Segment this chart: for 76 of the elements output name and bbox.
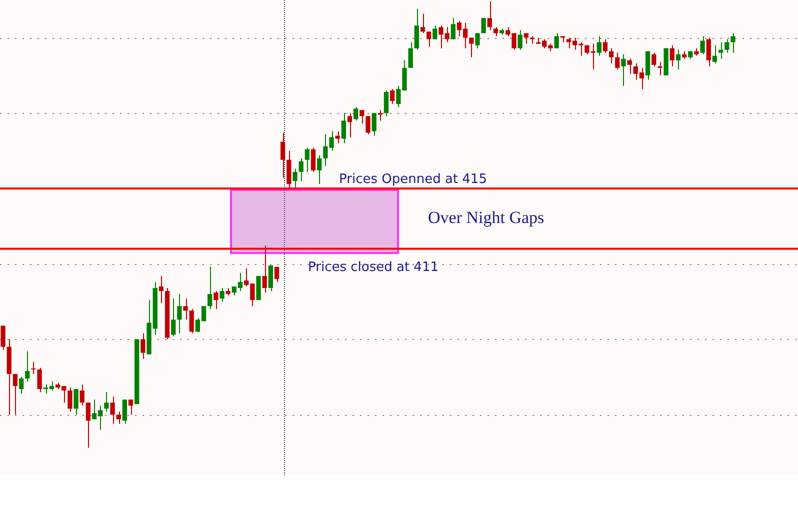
candlestick: [481, 18, 486, 34]
candlestick: [177, 294, 182, 334]
candlestick: [384, 90, 389, 117]
ref-line-label: Prices Openned at 415: [339, 172, 487, 187]
candlestick: [158, 275, 164, 304]
candlestick: [37, 367, 42, 393]
candlestick: [214, 290, 218, 310]
candlestick: [183, 298, 188, 320]
candlestick: [0, 325, 6, 350]
candlestick: [366, 116, 370, 135]
candlestick: [432, 25, 438, 40]
candlestick: [86, 402, 91, 448]
candlestick: [524, 32, 528, 44]
candlestick: [420, 13, 426, 34]
candlestick: [718, 42, 724, 60]
annotation: Over Night Gaps: [428, 208, 544, 228]
candlestick: [18, 376, 24, 394]
candlestick: [304, 147, 310, 172]
candlestick: [292, 168, 298, 189]
candlestick: [171, 298, 176, 337]
candlestick: [104, 392, 109, 412]
candlestick: [608, 48, 614, 64]
candlestick: [554, 32, 559, 49]
candlestick: [122, 399, 128, 424]
candlestick: [341, 112, 346, 144]
candlestick: [658, 61, 662, 76]
candlestick: [310, 147, 316, 172]
candlestick: [724, 38, 730, 54]
candlestick: [274, 266, 280, 282]
candlestick: [602, 38, 608, 54]
candlestick: [74, 388, 78, 416]
candlestick: [280, 132, 286, 178]
candlestick: [68, 387, 72, 412]
candlestick: [706, 37, 711, 67]
candlestick: [712, 44, 718, 64]
candlestick: [31, 361, 36, 374]
candlestick: [116, 411, 121, 424]
candlestick: [596, 36, 602, 56]
candlestick: [372, 112, 376, 136]
candlestick: [347, 112, 352, 138]
candlestick: [414, 8, 419, 50]
candlestick: [450, 18, 456, 40]
candlestick: [390, 88, 395, 105]
candlestick: [189, 308, 194, 334]
candlestick: [25, 350, 30, 382]
candlestick: [80, 384, 84, 406]
candlestick: [615, 52, 620, 70]
candlestick: [262, 245, 267, 294]
candlestick: [220, 288, 224, 302]
candlestick: [360, 110, 364, 124]
candlestick: [621, 54, 626, 86]
candlestick: [208, 266, 212, 310]
candlestick: [140, 332, 146, 360]
candlestick: [378, 110, 382, 122]
candlestick: [298, 158, 304, 182]
candlestick: [110, 396, 115, 424]
ref-line-label: Prices closed at 411: [308, 260, 438, 276]
candlestick: [627, 58, 632, 74]
candlestick: [469, 37, 474, 58]
candlestick: [487, 1, 492, 31]
candlestick: [317, 154, 322, 184]
candlestick: [268, 264, 274, 292]
candlestick: [493, 26, 498, 37]
candlestick: [518, 30, 522, 50]
candlestick: [676, 49, 681, 70]
candlestick: [700, 36, 705, 55]
candlestick: [408, 42, 413, 68]
candlestick: [128, 399, 134, 416]
candlestick: [335, 130, 340, 144]
candlestick: [426, 31, 432, 48]
candlestick: [12, 373, 18, 416]
candlestick: [730, 32, 736, 54]
candlestick: [670, 44, 674, 67]
candlestick: [475, 32, 480, 49]
candlestick: [354, 106, 358, 122]
candlestick: [652, 52, 656, 67]
